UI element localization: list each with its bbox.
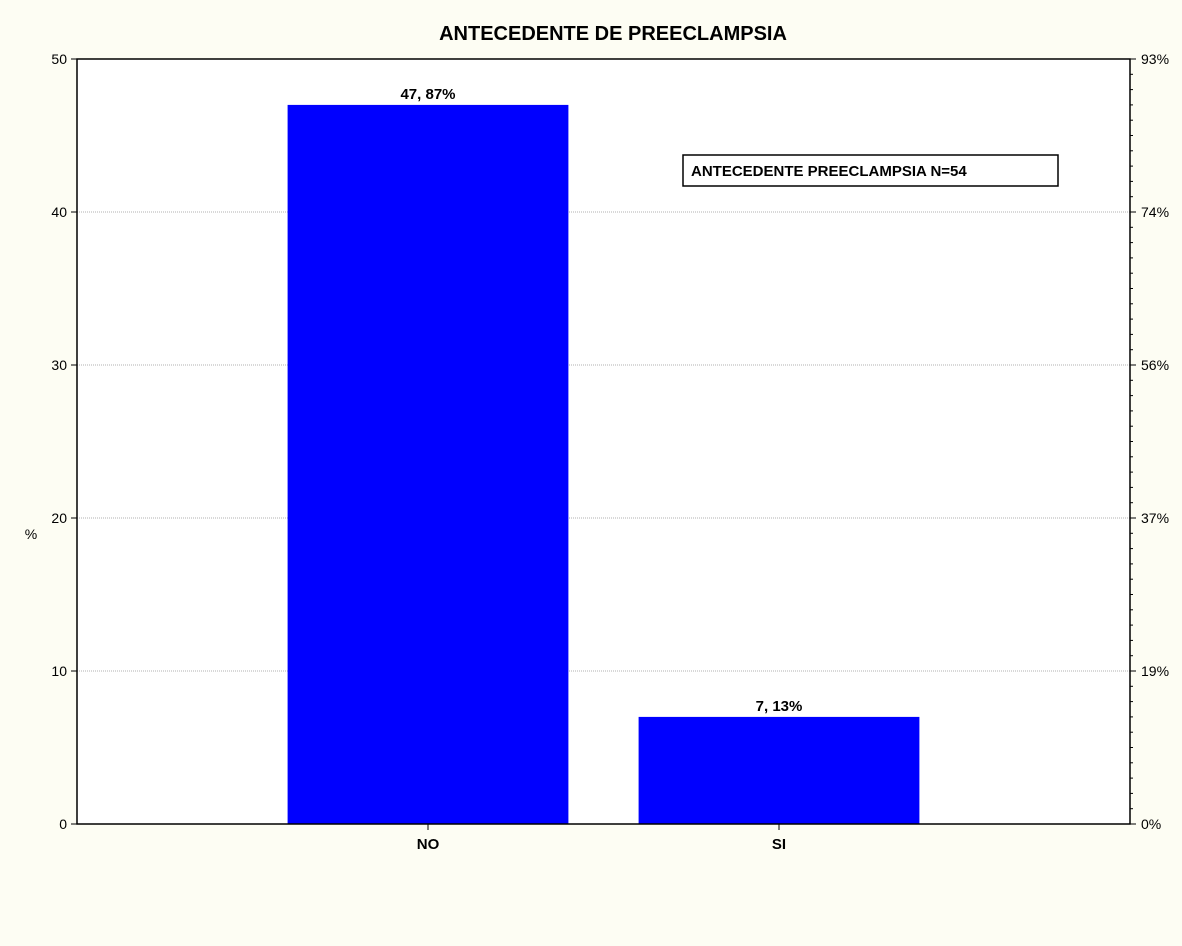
x-tick-label: NO — [417, 836, 440, 853]
y-tick-label: 20 — [51, 510, 67, 526]
bar-no — [287, 104, 569, 824]
bar-si — [638, 716, 920, 824]
y-axis-label: % — [25, 526, 37, 542]
gridlines — [77, 211, 1130, 672]
y2-tick-label: 56% — [1141, 357, 1169, 373]
y2-tick-label: 37% — [1141, 510, 1169, 526]
data-label: 7, 13% — [756, 698, 803, 715]
x-tick-label: SI — [772, 836, 786, 853]
chart-title: ANTECEDENTE DE PREECLAMPSIA — [439, 23, 787, 45]
y-tick-label: 0 — [59, 816, 67, 832]
y2-tick-label: 93% — [1141, 51, 1169, 67]
y-tick-label: 10 — [51, 663, 67, 679]
y-tick-label: 30 — [51, 357, 67, 373]
y2-tick-label: 19% — [1141, 663, 1169, 679]
y-tick-label: 50 — [51, 51, 67, 67]
y2-tick-label: 74% — [1141, 204, 1169, 220]
axis-ticks: 0 0% 10 19% 20 37% 30 56% 40 74% 50 93% — [51, 51, 1169, 832]
bars — [287, 104, 920, 824]
annotation-text: ANTECEDENTE PREECLAMPSIA N=54 — [691, 163, 967, 180]
y-tick-label: 40 — [51, 204, 67, 220]
annotation-box — [682, 154, 1059, 187]
data-label: 47, 87% — [400, 86, 455, 103]
y2-tick-label: 0% — [1141, 816, 1161, 832]
